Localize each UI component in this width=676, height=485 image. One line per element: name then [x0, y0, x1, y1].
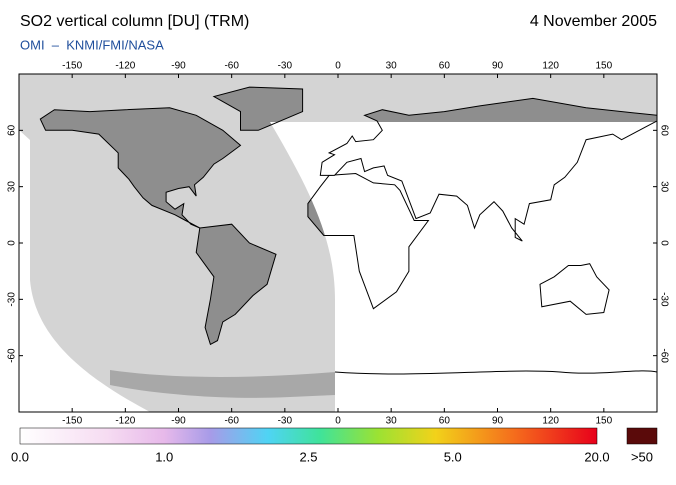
date: 4 November 2005 [530, 13, 657, 30]
x-tick-label-bottom: -120 [115, 416, 135, 427]
x-tick-label-top: -60 [224, 61, 239, 72]
subtitle: OMI – KNMI/FMI/NASA [20, 37, 164, 52]
x-tick-label-bottom: 0 [335, 416, 341, 427]
x-tick-label-top: 0 [335, 61, 341, 72]
antarctica-swath [110, 370, 335, 398]
y-tick-label-left: 0 [7, 240, 18, 246]
colorbar [19, 427, 598, 445]
x-tick-label-bottom: 120 [542, 416, 559, 427]
y-tick-label-left: 30 [7, 181, 18, 193]
x-tick-label-top: 90 [492, 61, 504, 72]
eurasia [319, 97, 657, 242]
colorbar-label: 0.0 [11, 449, 29, 464]
y-tick-label-right: 0 [658, 240, 669, 246]
colorbar-label: 1.0 [155, 449, 173, 464]
colorbar-overflow [626, 427, 658, 445]
y-tick-label-right: 60 [658, 125, 669, 137]
x-tick-label-bottom: -60 [224, 416, 239, 427]
map-area [19, 74, 657, 412]
x-tick-label-top: -90 [171, 61, 186, 72]
x-tick-label-bottom: 150 [595, 416, 612, 427]
x-tick-label-top: -30 [278, 61, 293, 72]
y-tick-label-right: -60 [658, 348, 669, 363]
x-tick-label-bottom: -90 [171, 416, 186, 427]
y-tick-label-left: 60 [7, 124, 18, 136]
colorbar-label: 5.0 [444, 449, 462, 464]
title: SO2 vertical column [DU] (TRM) [20, 13, 249, 30]
y-tick-label-left: -30 [7, 292, 18, 307]
colorbar-label: 2.5 [299, 449, 317, 464]
africa [307, 172, 430, 310]
x-tick-label-top: 60 [439, 61, 451, 72]
y-tick-label-right: 30 [658, 181, 669, 193]
colorbar-label: 20.0 [584, 449, 609, 464]
x-tick-label-bottom: 60 [439, 416, 451, 427]
north-america-shaded [39, 107, 242, 229]
x-tick-label-bottom: 90 [492, 416, 504, 427]
south-america-shaded [195, 223, 277, 346]
y-tick-label-left: -60 [7, 348, 18, 363]
x-tick-label-top: 30 [386, 61, 398, 72]
x-tick-label-top: 150 [595, 61, 612, 72]
x-tick-label-top: 120 [542, 61, 559, 72]
x-tick-label-bottom: -150 [62, 416, 82, 427]
x-tick-label-bottom: 30 [386, 416, 398, 427]
x-tick-label-top: -150 [62, 61, 82, 72]
australia [539, 263, 610, 315]
colorbar-overflow-label: >50 [631, 449, 653, 464]
antarctica-coast [334, 370, 657, 375]
greenland-shaded [212, 86, 304, 131]
y-tick-label-right: -30 [658, 292, 669, 307]
x-tick-label-top: -120 [115, 61, 135, 72]
x-tick-label-bottom: -30 [278, 416, 293, 427]
